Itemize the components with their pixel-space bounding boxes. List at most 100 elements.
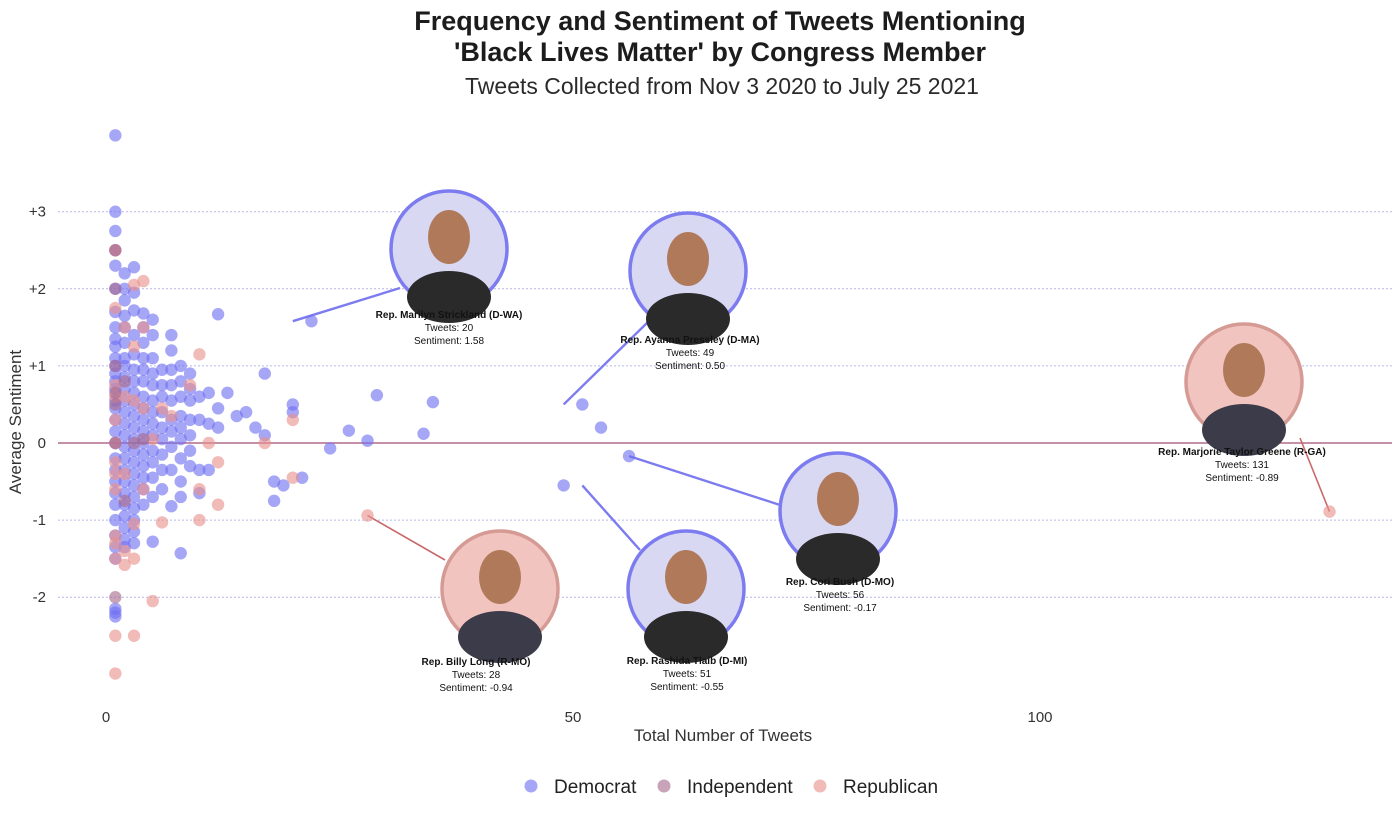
data-point-democrat [594,421,608,434]
data-point-republican [146,432,159,446]
shoulders-shape [407,271,491,323]
x-tick-label: 100 [1027,709,1052,726]
data-point-democrat [155,432,169,446]
data-point-democrat [127,304,141,317]
portrait-silhouette [644,550,728,663]
y-tick-label: -2 [33,589,46,606]
data-point-democrat [183,429,197,442]
data-point-democrat [137,363,150,376]
data-point-republican [137,321,150,334]
data-point-democrat [370,388,384,402]
data-point-democrat [183,367,197,380]
shoulders-shape [646,293,730,345]
data-point-democrat [193,390,206,403]
data-point-democrat [202,463,215,477]
annotation-connector [581,484,641,551]
data-point-democrat [361,434,374,447]
data-point-democrat [118,336,131,349]
data-point-republican [286,413,299,427]
head-shape [428,210,470,264]
data-point-democrat [165,463,178,477]
head-shape [665,550,707,604]
data-point-democrat [211,308,225,321]
data-point-democrat [109,610,122,623]
data-point-democrat [109,425,122,438]
data-point-democrat [137,336,150,349]
data-point-democrat [295,471,309,484]
data-point-democrat [109,259,122,272]
data-point-republican [1323,505,1336,518]
data-point-democrat [174,375,187,388]
data-point-democrat [174,421,187,434]
data-point-republican [118,558,131,572]
data-point-democrat [155,463,169,477]
data-point-democrat [202,386,215,400]
data-point-democrat [165,500,178,513]
data-point-democrat [267,475,281,488]
data-point-democrat [557,479,570,492]
data-point-democrat [127,467,141,481]
annotation-sentiment: Sentiment: -0.17 [803,603,877,614]
data-point-republican [109,456,122,469]
data-point-democrat [211,402,225,415]
annotation-tweets: Tweets: 28 [452,670,501,681]
data-point-democrat [221,386,234,400]
data-point-democrat [146,405,159,419]
annotation-tweets: Tweets: 20 [425,323,474,334]
annotation-3: Rep. Cori Bush (D-MO) Tweets: 56 Sentiment… [778,451,898,614]
data-point-democrat [165,344,178,357]
data-point-democrat [174,409,187,423]
data-point-democrat [183,394,197,407]
data-point-democrat [109,129,122,142]
axes: +3 +2 +1 0 -1 -2 0 50 100 [29,204,1053,726]
data-point-republican [127,517,141,531]
data-point-democrat [174,452,187,465]
data-point-democrat [127,409,141,423]
data-point-democrat [183,413,197,427]
annotation-name: Rep. Cori Bush (D-MO) [786,577,894,588]
data-point-republican [118,321,131,334]
y-tick-label: +2 [29,281,46,298]
data-point-democrat [277,479,290,492]
data-point-republican [109,537,122,550]
data-point-democrat [118,510,131,523]
data-point-democrat [202,417,215,430]
data-point-republican [109,301,122,315]
data-point-democrat [155,421,169,434]
data-point-democrat [155,378,169,392]
data-point-democrat [211,421,225,434]
data-point-democrat [109,205,122,218]
chart-subtitle: Tweets Collected from Nov 3 2020 to July… [465,73,979,99]
data-point-democrat [127,456,141,469]
data-point-democrat [155,483,169,496]
shoulders-shape [1202,404,1286,456]
data-point-democrat [127,421,141,434]
data-point-independent [109,386,122,400]
annotation-tweets: Tweets: 56 [816,590,865,601]
chart-title-line-2: 'Black Lives Matter' by Congress Member [454,37,987,67]
data-point-democrat [576,398,589,411]
data-point-democrat [118,309,131,322]
data-point-independent [109,591,122,604]
x-tick-label: 50 [565,709,582,726]
data-point-republican [109,413,122,427]
data-point-democrat [118,452,131,465]
data-point-democrat [127,537,141,550]
data-point-democrat [174,547,187,560]
data-point-republican [137,274,150,288]
data-point-republican [137,402,150,415]
data-point-democrat [165,440,178,454]
head-shape [1223,343,1265,397]
data-point-democrat [267,494,281,508]
annotation-1: Rep. Ayanna Pressley (D-MA) Tweets: 49 Sen… [620,211,760,372]
data-point-democrat [118,267,131,280]
data-point-republican [127,278,141,292]
head-shape [667,232,709,286]
data-point-independent [109,282,122,295]
x-axis-title: Total Number of Tweets [634,726,812,745]
data-point-democrat [165,394,178,407]
data-point-democrat [174,475,187,488]
data-point-republican [193,513,206,527]
data-point-independent [118,375,131,388]
data-point-democrat [323,442,337,455]
